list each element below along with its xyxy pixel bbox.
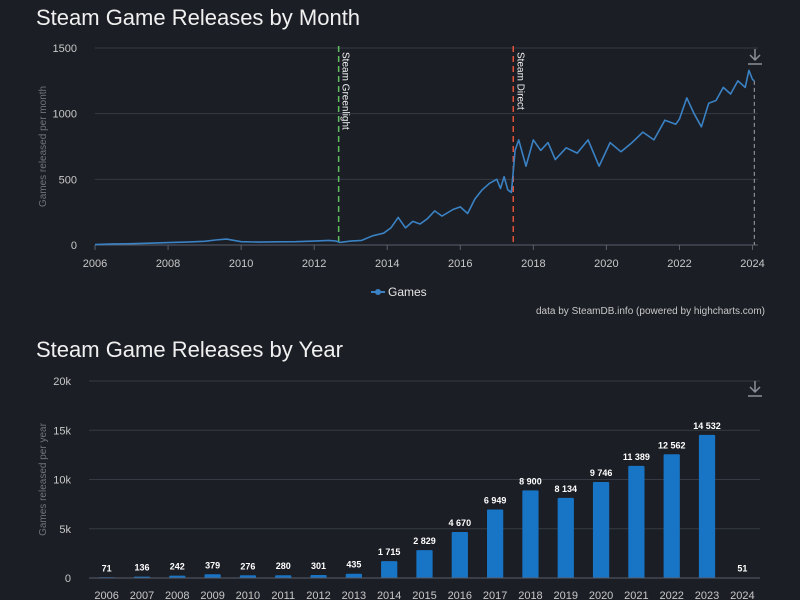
x-tick-label: 2006 [83, 258, 107, 270]
y-tick-label: 10k [53, 475, 71, 487]
yearly-chart-title: Steam Game Releases by Year [36, 337, 343, 362]
y-tick-label: 500 [59, 174, 77, 186]
bar-value-label: 242 [170, 562, 185, 572]
credits-link[interactable]: data by SteamDB.info (powered by highcha… [536, 306, 765, 317]
bar-value-label: 11 389 [623, 452, 650, 462]
x-tick-label: 2007 [130, 590, 154, 600]
monthly-chart-title: Steam Game Releases by Month [36, 5, 361, 30]
x-tick-label: 2019 [554, 590, 578, 600]
x-tick-label: 2010 [236, 590, 260, 600]
bar-value-label: 71 [102, 563, 112, 573]
bar[interactable] [381, 561, 398, 578]
y-tick-label: 20k [53, 376, 71, 388]
bar-value-label: 9 746 [590, 468, 613, 478]
bar-value-label: 51 [737, 563, 747, 573]
x-tick-label: 2010 [229, 258, 253, 270]
bar-value-label: 8 900 [519, 476, 542, 486]
x-tick-label: 2020 [594, 258, 618, 270]
x-tick-label: 2022 [659, 590, 683, 600]
bar-value-label: 435 [346, 560, 361, 570]
bar-value-label: 136 [134, 563, 149, 573]
legend-symbol-marker [375, 289, 381, 295]
bar-value-label: 276 [240, 561, 255, 571]
monthly-chart: 0 500 1000 1500 Games released per month 2006… [38, 43, 765, 317]
bar[interactable] [592, 482, 610, 578]
x-tick-label: 2023 [695, 590, 719, 600]
x-tick-label: 2024 [730, 590, 754, 600]
bar[interactable] [522, 490, 539, 578]
x-tick-label: 2018 [521, 258, 545, 270]
bar-value-label: 280 [276, 561, 291, 571]
bar[interactable] [557, 497, 574, 578]
bar[interactable] [628, 465, 645, 578]
x-tick-label: 2008 [165, 590, 189, 600]
bar-value-label: 14 532 [693, 421, 721, 431]
bar[interactable] [698, 434, 716, 578]
bar[interactable] [239, 575, 257, 578]
y-tick-label: 0 [65, 573, 71, 585]
x-tick-label: 2014 [375, 258, 399, 270]
bar-value-label: 12 562 [658, 440, 686, 450]
bar[interactable] [275, 575, 292, 578]
x-tick-label: 2009 [200, 590, 224, 600]
x-tick-label: 2024 [740, 258, 764, 270]
y-tick-label: 1500 [53, 43, 77, 55]
y-tick-label: 1000 [53, 109, 77, 121]
x-tick-label: 2016 [448, 590, 472, 600]
legend-item-games[interactable]: Games [371, 285, 427, 299]
x-tick-label: 2011 [271, 590, 295, 600]
plot-line-label: Steam Direct [514, 52, 525, 110]
legend-label: Games [388, 285, 427, 299]
x-tick-label: 2021 [624, 590, 648, 600]
bar-value-label: 4 670 [449, 518, 472, 528]
bar[interactable] [663, 454, 680, 578]
x-tick-label: 2017 [483, 590, 507, 600]
series-line-games [94, 69, 755, 246]
x-tick-label: 2012 [306, 590, 330, 600]
x-tick-label: 2008 [156, 258, 180, 270]
bar-value-label: 6 949 [484, 496, 507, 506]
x-tick-label: 2016 [448, 258, 472, 270]
x-tick-label: 2020 [589, 590, 613, 600]
x-tick-label: 2014 [377, 590, 401, 600]
bar[interactable] [310, 575, 327, 578]
y-tick-label: 5k [59, 524, 71, 536]
plot-line-label: Steam Greenlight [340, 52, 351, 130]
y-tick-label: 0 [71, 240, 77, 252]
download-icon-glyph [748, 381, 762, 397]
bar[interactable] [345, 573, 362, 578]
bar[interactable] [416, 550, 433, 578]
x-tick-label: 2018 [518, 590, 542, 600]
x-tick-label: 2013 [342, 590, 366, 600]
bar[interactable] [451, 532, 468, 578]
x-tick-label: 2012 [302, 258, 326, 270]
x-tick-label: 2015 [412, 590, 436, 600]
bar-value-label: 8 134 [554, 484, 577, 494]
bar[interactable] [487, 509, 504, 578]
x-tick-label: 2006 [94, 590, 118, 600]
bar-value-label: 2 829 [413, 536, 436, 546]
download-icon[interactable] [745, 47, 765, 67]
y-axis-label: Games released per year [38, 422, 49, 536]
y-tick-label: 15k [53, 425, 71, 437]
bar-value-label: 301 [311, 561, 326, 571]
yearly-chart: 0 5k 10k 15k 20k Games released per year 71 200… [38, 376, 765, 600]
download-icon-glyph [748, 49, 762, 65]
bar[interactable] [169, 575, 186, 578]
y-axis-label: Games released per month [38, 86, 49, 207]
x-tick-label: 2022 [667, 258, 691, 270]
bar[interactable] [204, 574, 221, 578]
bar-value-label: 1 715 [378, 547, 401, 557]
bar-value-label: 379 [205, 560, 220, 570]
download-icon[interactable] [745, 379, 765, 399]
